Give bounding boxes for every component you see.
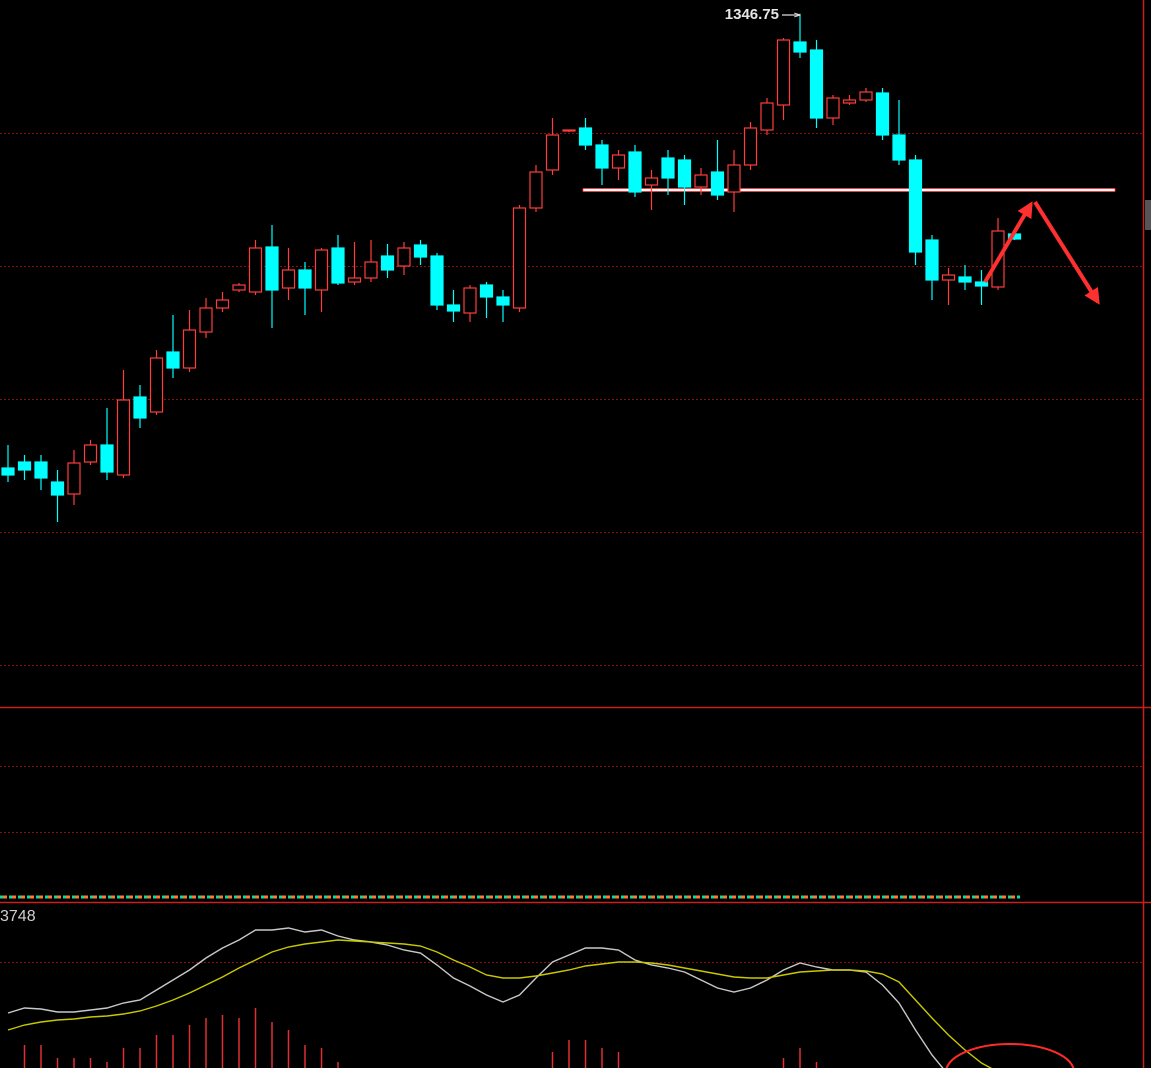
candle-body: [496, 296, 510, 306]
candle-body: [479, 284, 494, 298]
macd-label: 3748: [0, 908, 36, 925]
candle-body: [892, 134, 906, 161]
candle-body: [1, 467, 15, 476]
candle-body: [50, 481, 65, 496]
candle-body: [199, 307, 213, 333]
candle-body: [826, 97, 840, 119]
candle-body: [859, 91, 873, 101]
candle-body: [265, 246, 279, 291]
candle-body: [710, 171, 725, 196]
candle-body: [298, 269, 312, 289]
candle-body: [248, 247, 263, 293]
candle-body: [677, 159, 692, 188]
candle-body: [611, 154, 626, 169]
candle-body: [314, 249, 329, 291]
high-label: 1346.75: [725, 6, 779, 23]
candle-body: [446, 304, 461, 312]
candle-body: [463, 287, 477, 314]
candle-body: [562, 129, 576, 132]
candle-body: [512, 207, 527, 309]
candle-body: [974, 281, 989, 287]
candle-body: [644, 177, 659, 186]
candle-body: [149, 357, 164, 413]
candle-body: [875, 92, 890, 136]
candle-body: [133, 396, 147, 419]
annotation-arrow: [1033, 200, 1100, 305]
candle-body: [760, 102, 774, 131]
candle-body: [380, 255, 395, 271]
candle-body: [83, 444, 98, 463]
candle-body: [908, 159, 923, 253]
annotation-circle: [945, 1043, 1075, 1068]
candle-body: [925, 239, 939, 281]
candle-body: [578, 127, 593, 146]
candle-body: [17, 461, 32, 471]
annotation-arrow: [983, 201, 1033, 284]
macd-panel: [7, 927, 993, 1068]
level-line: [582, 188, 1116, 192]
candle-body: [628, 151, 642, 193]
candle-body: [34, 461, 48, 479]
candle-body: [595, 144, 609, 169]
macd-line: [7, 939, 993, 1068]
candle-body: [545, 134, 560, 171]
candle-body: [100, 444, 114, 473]
candle-body: [364, 261, 378, 279]
candle-body: [331, 247, 345, 284]
candle-body: [529, 171, 543, 209]
candle-body: [776, 39, 791, 106]
candle-body: [809, 49, 824, 119]
candle-body: [67, 462, 81, 495]
candle-body: [116, 399, 131, 476]
scroll-marker: [1145, 200, 1151, 230]
candle-body: [661, 157, 675, 179]
grid: [0, 133, 1143, 963]
candle-body: [347, 277, 362, 283]
candle-body: [941, 274, 956, 281]
candle-body: [182, 329, 197, 369]
candle-body: [958, 276, 972, 283]
candle-body: [232, 284, 246, 291]
candle-body: [430, 255, 444, 306]
candle-body: [166, 351, 180, 369]
price-panel: [1, 13, 1116, 522]
candle-body: [793, 41, 807, 53]
candle-body: [413, 244, 428, 258]
candle-body: [397, 247, 411, 267]
candle-body: [281, 269, 296, 289]
candle-body: [727, 164, 741, 193]
candle-body: [215, 299, 230, 309]
candle-body: [842, 99, 857, 104]
candle-body: [694, 174, 708, 188]
candle-body: [743, 127, 758, 166]
